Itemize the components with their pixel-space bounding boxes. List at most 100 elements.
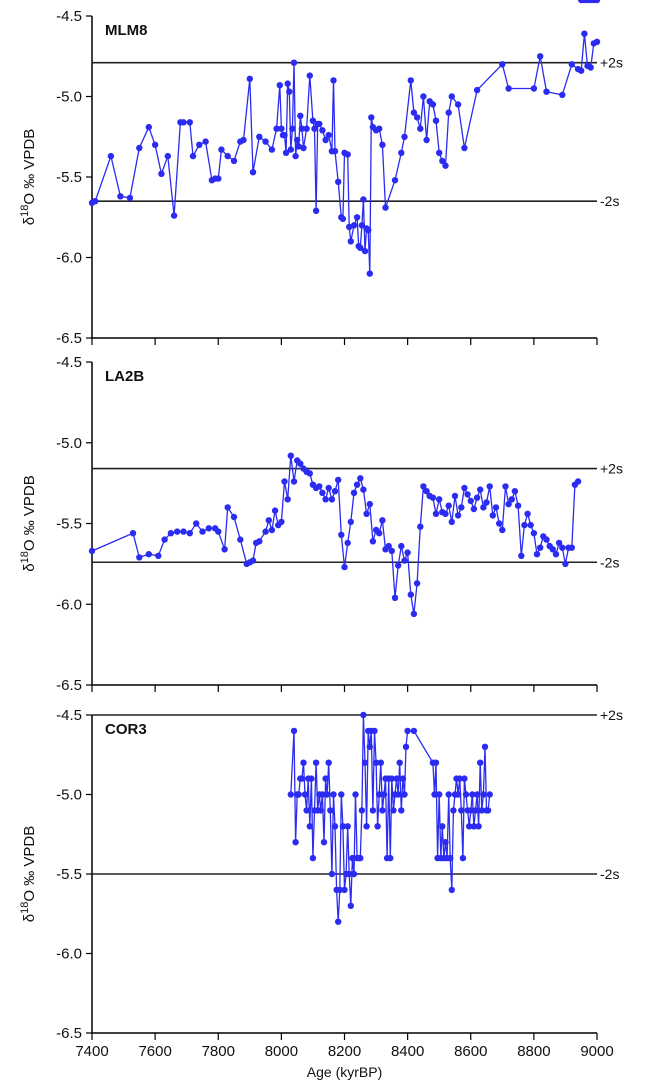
data-point: [286, 88, 293, 95]
data-point: [417, 125, 424, 132]
data-point: [521, 521, 528, 529]
data-point: [319, 791, 326, 798]
data-point: [379, 141, 386, 148]
x-tick-label: 9000: [580, 1043, 613, 1060]
data-point: [530, 530, 538, 537]
data-point: [92, 198, 99, 205]
data-point: [136, 144, 143, 152]
y-tick-label: -4.5: [56, 8, 82, 25]
data-point: [568, 544, 575, 551]
data-point: [297, 460, 304, 467]
data-point: [262, 138, 269, 145]
data-point: [136, 554, 143, 561]
data-point: [524, 510, 531, 517]
data-point: [290, 59, 298, 66]
data-point: [489, 512, 496, 519]
data-point: [357, 244, 364, 251]
data-point: [593, 0, 601, 4]
data-point: [292, 152, 299, 160]
x-tick-label: 8400: [391, 1043, 424, 1060]
data-point: [477, 759, 484, 766]
data-point: [391, 594, 399, 601]
data-point: [379, 517, 386, 524]
y-tick-label: -6.5: [56, 677, 82, 694]
data-point: [297, 112, 304, 120]
data-point: [357, 475, 364, 482]
y-tick-label: -6.0: [56, 946, 82, 963]
data-point: [335, 476, 342, 484]
data-point: [300, 144, 307, 152]
data-point: [88, 547, 96, 555]
data-point: [276, 82, 283, 89]
data-point: [484, 807, 492, 814]
data-point: [530, 85, 538, 92]
data-point: [445, 502, 452, 509]
data-point: [180, 528, 187, 535]
data-point: [196, 141, 203, 148]
data-point: [224, 152, 231, 160]
data-point: [461, 484, 468, 492]
data-point: [432, 759, 440, 766]
data-point: [568, 61, 575, 68]
data-point: [401, 557, 408, 564]
data-point: [417, 523, 424, 530]
data-point: [398, 149, 405, 156]
data-point: [346, 223, 353, 231]
data-point: [472, 807, 479, 814]
data-point: [477, 486, 484, 493]
data-point: [256, 538, 263, 545]
data-point: [447, 854, 454, 862]
reference-line-label: +2s: [600, 461, 623, 477]
data-point: [376, 530, 383, 537]
x-tick-label: 8800: [517, 1043, 550, 1060]
data-point: [390, 807, 397, 814]
data-point: [273, 125, 280, 132]
data-point: [382, 204, 389, 211]
data-point: [360, 711, 367, 719]
data-point: [442, 510, 449, 517]
data-point: [306, 72, 313, 79]
data-point: [527, 521, 534, 529]
data-point: [413, 580, 421, 587]
data-point: [170, 212, 178, 219]
data-point: [167, 530, 175, 537]
y-tick-label: -6.0: [56, 250, 82, 267]
y-tick-label: -6.0: [56, 596, 82, 613]
data-point: [376, 125, 383, 132]
data-point: [186, 530, 193, 537]
data-point: [205, 525, 212, 532]
data-point: [352, 791, 359, 798]
x-tick-label: 8600: [454, 1043, 487, 1060]
data-point: [593, 38, 601, 45]
data-point: [346, 870, 353, 878]
data-point: [358, 222, 366, 229]
data-point: [369, 538, 377, 545]
data-point: [410, 610, 418, 618]
data-point: [350, 489, 358, 496]
data-point: [360, 486, 367, 493]
y-axis-label: δ18O ‰ VPDB: [19, 129, 38, 225]
data-point: [347, 518, 354, 526]
data-point: [221, 546, 228, 553]
data-point: [388, 775, 395, 782]
data-point: [230, 513, 238, 521]
data-point: [574, 478, 582, 485]
data-point: [439, 157, 446, 165]
data-point: [309, 117, 317, 124]
data-point: [552, 551, 560, 558]
data-point: [473, 494, 481, 501]
data-point: [401, 133, 408, 140]
reference-line-label: -2s: [600, 866, 619, 882]
data-point: [379, 807, 386, 814]
data-point: [298, 775, 306, 782]
data-point: [454, 791, 462, 798]
panel-title: MLM8: [105, 22, 148, 39]
data-point: [335, 178, 342, 185]
y-tick-label: -6.5: [56, 330, 82, 347]
data-point: [145, 551, 152, 558]
data-point: [369, 807, 377, 814]
data-point: [581, 30, 588, 37]
data-point: [451, 492, 459, 500]
data-point: [145, 123, 152, 131]
